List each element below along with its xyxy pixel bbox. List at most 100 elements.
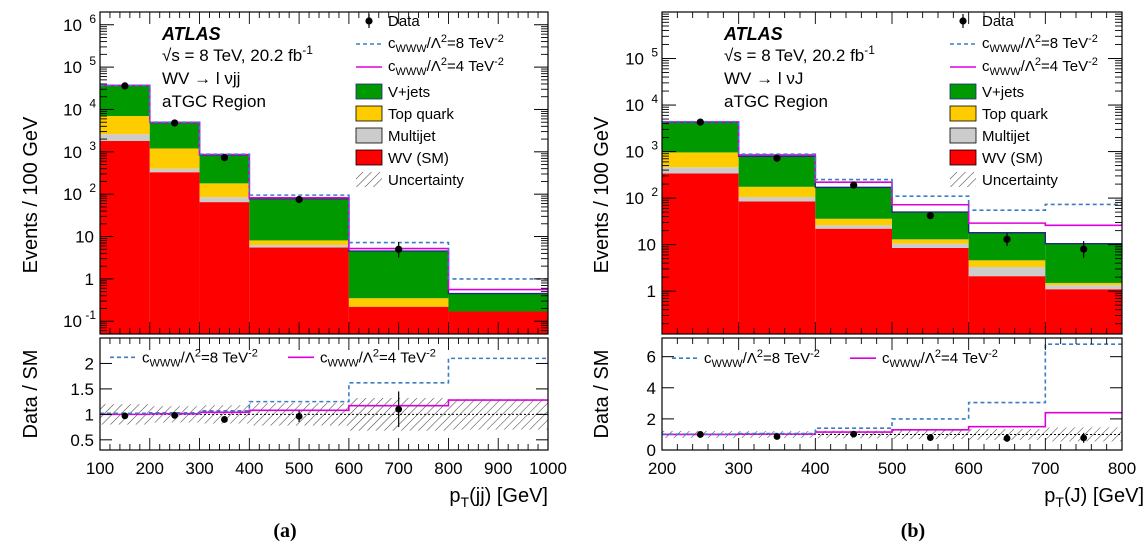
svg-text:V+jets: V+jets <box>982 84 1024 101</box>
legend-item-unc-a: Uncertainty <box>356 172 464 189</box>
stack-bar-multijet-2 <box>199 197 250 203</box>
ratio-legend-part: =4 TeV <box>941 350 988 367</box>
stack-bar-top-3 <box>892 239 969 244</box>
ratio-legend-part: c <box>320 349 328 366</box>
stack-bar-top-2 <box>815 218 892 226</box>
ratio-legend-a: cWWW/Λ2=8 TeV-2 cWWW/Λ2=4 TeV-2 <box>110 347 436 369</box>
data-marker <box>926 212 934 220</box>
x-tick-label: 400 <box>235 459 263 478</box>
ratio-c8-line <box>662 343 1122 435</box>
svg-text:Data: Data <box>388 13 420 30</box>
ratio-legend-part: =8 TeV <box>201 349 248 366</box>
ratio-data-point-0 <box>696 431 704 438</box>
data-point-4 <box>395 242 403 258</box>
x-tick-label: 200 <box>136 459 164 478</box>
ratio-data-points-b <box>696 430 1088 443</box>
ratio-legend-part: 2 <box>373 347 379 359</box>
channel-label-a: WV → l νjj <box>162 69 240 88</box>
ratio-legend-part: -2 <box>810 348 820 360</box>
x-tick-label: 300 <box>185 459 213 478</box>
ratio-legend-part: 2 <box>757 348 763 360</box>
ratio-y-tick-label: 1 <box>85 405 94 424</box>
x-tick-label: 400 <box>801 459 829 478</box>
x-tick-label: 300 <box>724 459 752 478</box>
y-tick-label: 10 <box>63 185 82 204</box>
legend-item-data-b: Data <box>959 13 1014 30</box>
y-tick-exponent: 2 <box>651 185 658 199</box>
y-tick-label: 10 <box>625 50 644 69</box>
legend-item-c4-a: cWWW/Λ2=4 TeV-2 <box>356 56 504 78</box>
ratio-data-point-3 <box>926 434 934 441</box>
ratio-legend-part: c <box>142 349 150 366</box>
legend-item-multijet-b: Multijet <box>949 127 1030 145</box>
x-tick-label: 500 <box>878 459 906 478</box>
caption-b: (b) <box>901 520 925 542</box>
main-data-points-a <box>121 82 403 258</box>
legend-item-vjets-a: V+jets <box>355 83 430 101</box>
stack-bar-wv-1 <box>738 201 816 334</box>
legend-item-vjets-b: V+jets <box>949 83 1024 101</box>
y-tick-exponent: 3 <box>651 139 658 153</box>
ratio-legend-label: cWWW/Λ2=4 TeV-2 <box>882 348 998 370</box>
svg-text:cWWW/Λ2=8 TeV-2: cWWW/Λ2=8 TeV-2 <box>388 33 504 55</box>
legend-b: Data cWWW/Λ2=8 TeV-2 cWWW/Λ2=4 TeV-2 V+j… <box>949 13 1098 189</box>
x-tick-label: 800 <box>1108 459 1136 478</box>
y-tick-exponent: 6 <box>89 12 96 26</box>
stack-bar-top-5 <box>1045 282 1122 286</box>
ratio-y-tick-label: 0 <box>647 441 656 460</box>
stack-bar-top-0 <box>100 116 150 135</box>
stack-bar-wv-1 <box>149 172 200 334</box>
ratio-legend-part: -2 <box>248 347 258 359</box>
y-axis-title-main-a: Events / 100 GeV <box>20 116 42 273</box>
data-marker <box>220 154 229 162</box>
ratio-data-point-2 <box>850 430 858 438</box>
ratio-y-tick-label: 1.5 <box>70 380 94 399</box>
x-axis-title-b: pT(J) [GeV] <box>1044 485 1144 510</box>
stack-bar-vjets-0 <box>662 122 739 153</box>
ratio-legend-label: cWWW/Λ2=8 TeV-2 <box>704 348 820 370</box>
stack-bar-vjets-3 <box>249 198 349 241</box>
stack-bar-vjets-1 <box>149 122 200 149</box>
y-tick-label: 10 <box>75 228 94 247</box>
c8-line <box>662 120 1122 211</box>
stack-bar-multijet-1 <box>149 168 200 173</box>
data-marker <box>696 118 704 126</box>
ratio-legend-part: 2 <box>195 347 201 359</box>
stack-bar-wv-5 <box>1045 289 1122 334</box>
svg-text:Uncertainty: Uncertainty <box>388 172 464 189</box>
ratio-marker <box>221 416 228 423</box>
ratio-y-tick-label: 2 <box>647 410 656 429</box>
svg-text:cWWW/Λ2=4 TeV-2: cWWW/Λ2=4 TeV-2 <box>388 56 504 78</box>
ratio-ticks-b: 0 2 4 6 200 300 400 500 600 700 800 <box>647 338 1136 478</box>
atlas-label-b: ATLAS <box>723 24 783 44</box>
svg-text:WV (SM): WV (SM) <box>982 150 1043 167</box>
stack-bar-wv-0 <box>662 173 739 334</box>
atlas-label-a: ATLAS <box>161 24 221 44</box>
stack-bar-multijet-3 <box>249 245 349 248</box>
ratio-marker <box>121 412 129 420</box>
svg-text:cWWW/Λ2=4 TeV-2: cWWW/Λ2=4 TeV-2 <box>982 56 1098 78</box>
stack-bar-top-1 <box>738 186 816 198</box>
ratio-data-point-4 <box>395 391 403 428</box>
stack-bar-multijet-0 <box>100 134 150 142</box>
data-marker <box>1003 235 1011 243</box>
stack-bar-top-2 <box>199 183 250 198</box>
y-axis-title-ratio-a: Data / SM <box>20 350 42 439</box>
ratio-data-point-0 <box>121 412 129 420</box>
stack-bar-multijet-1 <box>738 197 816 202</box>
ratio-marker <box>1003 434 1011 442</box>
y-tick-label: 10 <box>63 100 82 119</box>
stack-bar-multijet-0 <box>662 167 739 174</box>
legend-item-data-a: Data <box>365 13 420 30</box>
region-label-a: aTGC Region <box>162 92 266 111</box>
main-data-points-b <box>696 118 1088 258</box>
stack-bar-wv-3 <box>249 247 349 334</box>
ratio-marker <box>395 405 403 413</box>
y-tick-label: 10 <box>63 312 82 331</box>
ratio-marker <box>850 430 858 438</box>
x-tick-label: 600 <box>335 459 363 478</box>
stack-bar-multijet-5 <box>1045 285 1122 290</box>
panel-b: 1 10 10 2 10 3 10 4 10 5 0 2 4 6 200 300 400 500 600 700 80… <box>591 11 1144 542</box>
